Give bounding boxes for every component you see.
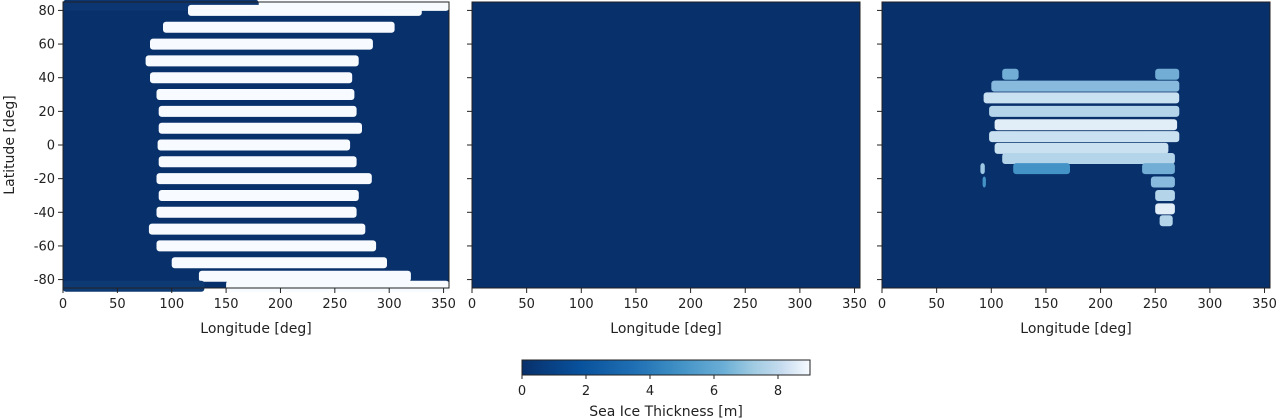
ice-cell-1-18 [198,270,411,282]
panel-2-x-ticks: 0 50 100 150 200 250 300 350 [468,288,867,312]
x-tick-label: 150 [624,297,649,312]
panel-1-x-axis-label: Longitude [deg] [200,321,311,337]
ice-cell-1-6 [150,72,353,84]
ice-cell-3-6 [989,131,1180,143]
colorbar-gradient [521,359,811,376]
y-tick-label: -40 [34,206,55,221]
x-tick-label: 50 [518,297,535,312]
ice-cell-3-11 [1142,163,1175,175]
panel-2-x-axis-label: Longitude [deg] [610,321,721,337]
panel-3-x-axis-label: Longitude [deg] [1020,321,1131,337]
colorbar-tick-label: 4 [646,384,654,399]
ice-cell-3-7 [994,142,1169,154]
x-tick-label: 0 [468,297,476,312]
ice-cell-1-2 [188,4,422,16]
x-tick-label: 50 [109,297,126,312]
x-tick-label: 100 [979,297,1004,312]
x-tick-label: 300 [1197,297,1222,312]
ice-cell-3-3 [983,92,1180,104]
y-tick-label: -80 [34,273,55,288]
ice-cell-1-8 [158,105,357,117]
y-tick-label: 60 [38,38,55,53]
y-tick-label: -20 [34,172,55,187]
ice-cell-1-14 [156,206,357,218]
ice-cell-1-13 [158,190,359,201]
x-tick-label: 150 [1034,297,1059,312]
y-tick-label: 0 [47,139,55,154]
ice-cell-1-4 [150,38,373,50]
ice-cell-1-9 [158,122,362,134]
colorbar: 0 2 4 6 8 Sea Ice Thickness [m] [518,359,811,420]
panel-3: 0 50 100 150 200 250 300 350 Longitude [deg] [877,1,1277,337]
ice-cell-1-5 [145,55,359,67]
panel-3-x-ticks: 0 50 100 150 200 250 300 350 [878,288,1277,312]
colorbar-tick-label: 2 [582,384,590,399]
panel-3-cells [980,68,1180,227]
ice-cell-3-14 [1155,203,1175,215]
panel-1-y-ticks: -80 -60 -40 -20 0 20 40 60 80 [34,4,63,288]
colorbar-ticks: 0 2 4 6 8 [518,375,782,399]
colorbar-tick-label: 8 [774,384,782,399]
ice-cell-1-10 [157,139,351,151]
ice-cell-1-12 [156,173,372,185]
ice-cell-1-15 [148,223,366,235]
panel-2-y-ticks [467,9,472,281]
y-tick-label: 80 [38,4,55,19]
y-tick-label: 20 [38,105,55,120]
x-tick-label: 350 [431,297,456,312]
ice-cell-3-2 [991,80,1180,92]
x-tick-label: 350 [842,297,867,312]
ice-cell-3-4 [989,105,1180,117]
ice-cell-1-19 [63,280,205,292]
ice-cell-1-3 [163,21,395,33]
ice-cell-1-11 [158,156,357,168]
x-tick-label: 150 [214,297,239,312]
x-tick-label: 250 [733,297,758,312]
x-tick-label: 0 [878,297,886,312]
x-tick-label: 300 [377,297,402,312]
x-tick-label: 250 [322,297,347,312]
ice-cell-3-1 [1155,68,1180,80]
ice-cell-3-13 [1155,190,1175,201]
panel-2: 0 50 100 150 200 250 300 350 Longitude [deg] [467,1,867,337]
ice-cell-3-15 [1159,215,1173,227]
x-tick-label: 100 [569,297,594,312]
colorbar-tick-label: 6 [710,384,718,399]
ice-cell-1-16 [156,240,377,252]
y-tick-label: -60 [34,239,55,254]
panel-1-x-ticks: 0 50 100 150 200 250 300 350 [59,288,456,312]
ice-cell-1-17 [171,257,387,269]
x-tick-label: 200 [268,297,293,312]
ice-cell-3-8 [1002,153,1175,164]
ice-cell-1-7 [156,89,355,100]
x-tick-label: 200 [1088,297,1113,312]
panel-2-background [472,2,860,288]
panel-1-cells [63,0,449,292]
ice-cell-3-16 [982,176,986,188]
ice-cell-3-5 [994,119,1178,131]
x-tick-label: 200 [678,297,703,312]
colorbar-label: Sea Ice Thickness [m] [589,404,743,420]
ice-cell-3-12 [1150,176,1175,188]
x-tick-label: 350 [1252,297,1277,312]
x-tick-label: 0 [59,297,67,312]
ice-cell-3-10 [1013,163,1070,175]
ice-cell-1-20 [226,280,449,292]
panel-3-y-ticks [877,9,882,281]
panel-1-y-axis-label: Latitude [deg] [2,95,18,194]
ice-cell-3-9 [980,163,985,175]
colorbar-tick-label: 0 [518,384,526,399]
x-tick-label: 100 [159,297,184,312]
x-tick-label: 250 [1143,297,1168,312]
ice-cell-3-0 [1002,68,1019,80]
panel-1: 0 50 100 150 200 250 300 350 -80 -60 -40 -20 0 20 40 6… [2,0,456,337]
x-tick-label: 50 [928,297,945,312]
x-tick-label: 300 [787,297,812,312]
y-tick-label: 40 [38,71,55,86]
